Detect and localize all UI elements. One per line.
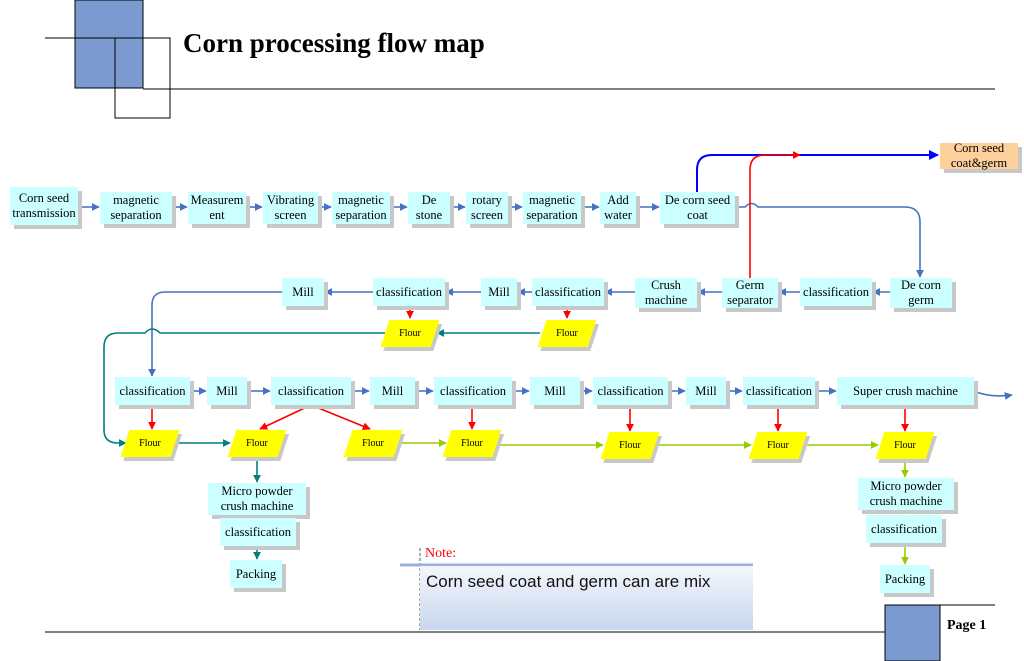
note-text: Corn seed coat and germ can are mix bbox=[426, 572, 711, 591]
flow-arrow bbox=[735, 202, 924, 278]
process-node: classification bbox=[373, 278, 445, 306]
process-node: Measurem ent bbox=[188, 192, 246, 224]
process-node: classification bbox=[532, 278, 604, 306]
process-node: Mill bbox=[370, 377, 415, 405]
flour-label: Flour bbox=[894, 440, 916, 451]
process-node: classification bbox=[593, 377, 668, 405]
process-node: classification bbox=[115, 377, 190, 405]
process-node: Super crush machine bbox=[837, 377, 974, 405]
flow-arrow bbox=[310, 404, 371, 430]
process-node: Add water bbox=[600, 192, 636, 224]
flow-arrow bbox=[973, 390, 1013, 400]
page-title: Corn processing flow map bbox=[183, 28, 485, 58]
flour-node: Flour bbox=[380, 320, 440, 347]
flour-node: Flour bbox=[875, 432, 935, 459]
process-node: Vibrating screen bbox=[263, 192, 318, 224]
flour-label: Flour bbox=[556, 328, 578, 339]
flour-node: Flour bbox=[227, 430, 287, 457]
process-node: magnetic separation bbox=[523, 192, 581, 224]
process-node: De stone bbox=[408, 192, 450, 224]
flow-arrow bbox=[148, 291, 282, 377]
flour-label: Flour bbox=[399, 328, 421, 339]
process-node: Mill bbox=[686, 377, 726, 405]
flow-arrow bbox=[259, 404, 312, 430]
flow-arrow bbox=[103, 328, 385, 447]
process-node: De corn germ bbox=[890, 278, 952, 308]
process-node: Packing bbox=[230, 560, 282, 588]
page-number: Page 1 bbox=[947, 618, 987, 633]
flour-label: Flour bbox=[767, 440, 789, 451]
process-node: Mill bbox=[530, 377, 580, 405]
flour-node: Flour bbox=[120, 430, 180, 457]
process-node: classification bbox=[866, 515, 942, 543]
process-node: Micro powder crush machine bbox=[208, 483, 306, 515]
flour-label: Flour bbox=[362, 438, 384, 449]
process-node: Micro powder crush machine bbox=[858, 478, 954, 510]
flour-node: Flour bbox=[600, 432, 660, 459]
flour-node: Flour bbox=[343, 430, 403, 457]
process-node: classification bbox=[271, 377, 351, 405]
process-node: Germ separator bbox=[722, 278, 778, 308]
process-node: Crush machine bbox=[635, 278, 697, 308]
process-node: Mill bbox=[282, 278, 324, 306]
process-node: magnetic separation bbox=[332, 192, 390, 224]
flour-label: Flour bbox=[139, 438, 161, 449]
process-node: classification bbox=[220, 518, 296, 546]
flour-label: Flour bbox=[619, 440, 641, 451]
flour-label: Flour bbox=[246, 438, 268, 449]
process-node: classification bbox=[434, 377, 512, 405]
process-node: Corn seed transmission bbox=[10, 187, 78, 225]
process-node: classification bbox=[743, 377, 815, 405]
process-node: Mill bbox=[481, 278, 517, 306]
flour-node: Flour bbox=[442, 430, 502, 457]
note-label: Note: bbox=[425, 546, 457, 561]
flow-arrow bbox=[696, 150, 939, 192]
flow-arrow bbox=[749, 151, 801, 278]
footer-square bbox=[884, 604, 941, 661]
process-node: classification bbox=[800, 278, 872, 306]
process-node: Corn seed coat&germ bbox=[940, 141, 1018, 170]
note-box: Corn seed coat and germ can are mix bbox=[420, 566, 753, 630]
flour-node: Flour bbox=[748, 432, 808, 459]
header-square-outline bbox=[114, 37, 171, 119]
flour-node: Flour bbox=[537, 320, 597, 347]
process-node: rotary screen bbox=[466, 192, 508, 224]
process-node: Packing bbox=[880, 565, 930, 593]
process-node: magnetic separation bbox=[100, 192, 172, 224]
flour-label: Flour bbox=[461, 438, 483, 449]
header-square-filled bbox=[74, 0, 144, 89]
process-node: De corn seed coat bbox=[660, 192, 735, 224]
process-node: Mill bbox=[207, 377, 247, 405]
